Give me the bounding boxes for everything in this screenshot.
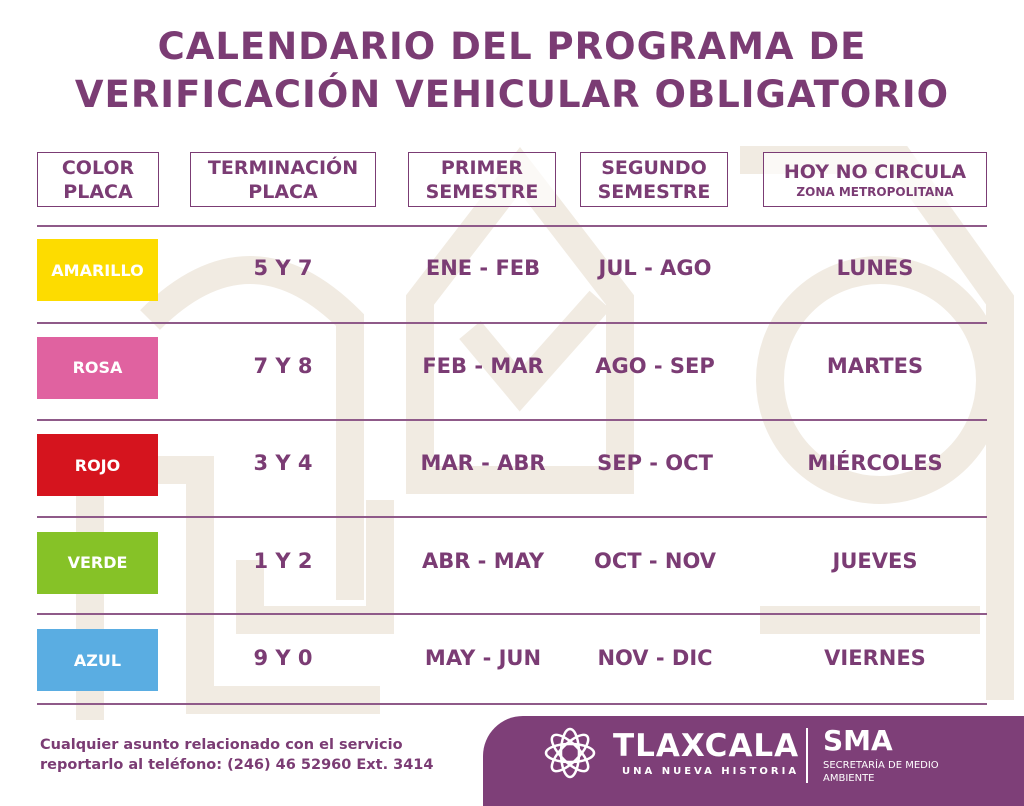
page-title-line2: VERIFICACIÓN VEHICULAR OBLIGATORIO — [74, 73, 950, 116]
cell-terminacion: 9 Y 0 — [253, 646, 313, 670]
header-segundo-semestre: SEGUNDO SEMESTRE — [580, 152, 728, 207]
cell-segundo: SEP - OCT — [597, 451, 713, 475]
header-color-placa: COLOR PLACA — [37, 152, 159, 207]
row-divider — [37, 419, 987, 421]
cell-primer: FEB - MAR — [422, 353, 544, 378]
header-label: COLOR — [61, 156, 135, 179]
cell-hoy-no-circula: JUEVES — [832, 548, 918, 573]
row-divider — [37, 225, 987, 227]
plate-color-swatch: ROSA — [37, 336, 158, 399]
contact-info: Cualquier asunto relacionado con el serv… — [40, 735, 434, 775]
plate-color-swatch: ROJO — [37, 434, 158, 496]
row-divider — [37, 516, 987, 518]
page-title-line1: CALENDARIO DEL PROGRAMA DE — [157, 25, 867, 68]
cell-segundo: OCT - NOV — [593, 548, 717, 573]
row-divider — [37, 613, 987, 615]
cell-hoy-no-circula: MARTES — [826, 353, 924, 378]
cell-segundo: AGO - SEP — [595, 353, 715, 378]
cell-hoy-no-circula: VIERNES — [824, 646, 926, 670]
logo-name: TLAXCALA — [613, 728, 800, 764]
logo-divider — [806, 728, 808, 783]
contact-line1: Cualquier asunto relacionado con el serv… — [40, 737, 403, 753]
header-label: SEMESTRE — [597, 180, 711, 203]
cell-segundo: JUL - AGO — [598, 256, 712, 280]
plate-color-swatch: AZUL — [37, 629, 158, 691]
row-divider — [37, 703, 987, 705]
row-divider — [37, 322, 987, 324]
header-label: SEGUNDO — [601, 156, 707, 179]
cell-terminacion: 1 Y 2 — [253, 548, 313, 573]
cell-hoy-no-circula: MIÉRCOLES — [807, 451, 943, 475]
cell-primer: ABR - MAY — [421, 548, 545, 573]
cell-segundo: NOV - DIC — [597, 646, 713, 670]
header-label: HOY NO CIRCULA — [783, 160, 967, 183]
header-sublabel: ZONA METROPOLITANA — [796, 184, 954, 199]
plate-color-swatch: AMARILLO — [37, 239, 158, 301]
header-label: PLACA — [248, 180, 318, 203]
agency-name-line1: SECRETARÍA DE MEDIO — [823, 760, 939, 771]
plate-color-swatch: VERDE — [37, 531, 158, 594]
agency-name-line2: AMBIENTE — [823, 773, 875, 784]
cell-primer: ENE - FEB — [425, 256, 541, 280]
cell-hoy-no-circula: LUNES — [836, 256, 914, 280]
agency-acronym: SMA — [823, 724, 893, 757]
header-label: TERMINACIÓN — [207, 156, 359, 179]
contact-line2: reportarlo al teléfono: (246) 46 52960 E… — [40, 757, 434, 773]
cell-primer: MAR - ABR — [420, 451, 546, 475]
header-label: PRIMER — [440, 156, 524, 179]
header-hoy-no-circula: HOY NO CIRCULA ZONA METROPOLITANA — [763, 152, 987, 207]
logo-tagline: UNA NUEVA HISTORIA — [622, 766, 800, 777]
cell-terminacion: 7 Y 8 — [253, 353, 313, 378]
cell-primer: MAY - JUN — [424, 646, 542, 670]
header-label: SEMESTRE — [425, 180, 539, 203]
cell-terminacion: 3 Y 4 — [253, 451, 313, 475]
tlaxcala-flower-logo-icon — [544, 727, 596, 779]
cell-terminacion: 5 Y 7 — [253, 256, 313, 280]
header-primer-semestre: PRIMER SEMESTRE — [408, 152, 556, 207]
header-label: PLACA — [63, 180, 133, 203]
header-terminacion-placa: TERMINACIÓN PLACA — [190, 152, 376, 207]
